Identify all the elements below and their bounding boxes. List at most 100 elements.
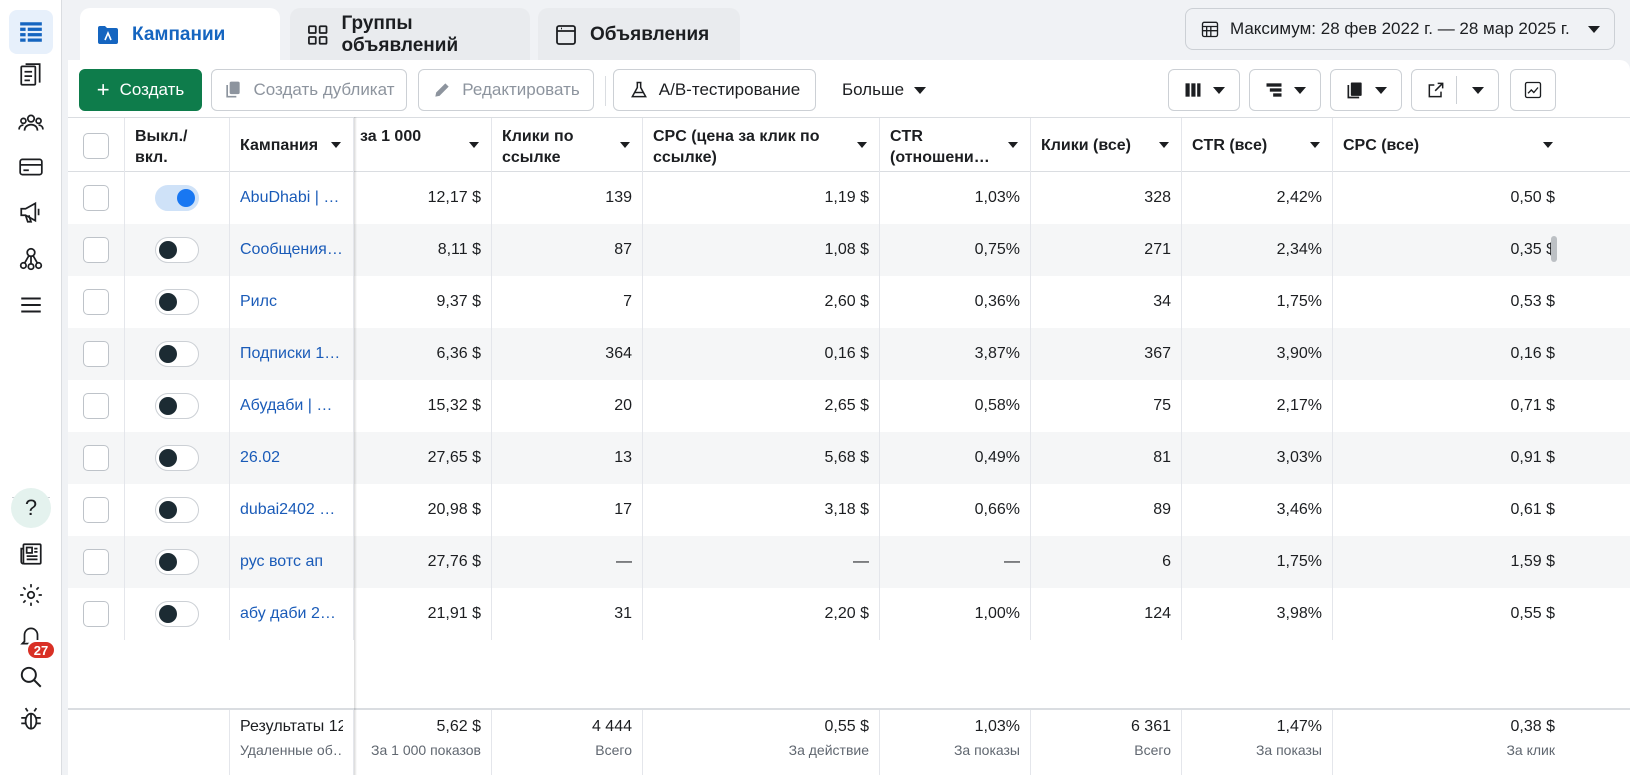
breakdown-icon	[1266, 83, 1282, 97]
create-button[interactable]: + Создать	[79, 69, 202, 111]
breakdown-button[interactable]	[1249, 69, 1321, 111]
campaign-link[interactable]: Абудаби | D…	[240, 397, 343, 414]
toggle-knob	[177, 189, 195, 207]
campaign-toggle[interactable]	[155, 237, 199, 263]
reports-icon	[1347, 82, 1362, 99]
campaign-link[interactable]: абу даби 2…	[240, 605, 336, 622]
sort-icon	[857, 142, 867, 148]
ab-test-button[interactable]: A/B-тестирование	[613, 69, 816, 111]
toggle-header[interactable]: Выкл./ вкл.	[125, 118, 230, 173]
network-icon[interactable]	[9, 237, 53, 281]
toggle-knob	[159, 605, 177, 623]
table-row[interactable]: 26.02 27,65 $13 5,68 $0,49% 81 3,03% 0,91 $	[68, 432, 1630, 484]
footer-spacer	[68, 710, 230, 775]
row-checkbox[interactable]	[83, 445, 109, 471]
link-clicks-header[interactable]: Клики по ссылке	[492, 118, 643, 173]
row-checkbox[interactable]	[83, 289, 109, 315]
campaign-toggle[interactable]	[155, 393, 199, 419]
pages-icon[interactable]	[9, 53, 53, 97]
campaign-link[interactable]: Подписки 1…	[240, 345, 341, 362]
select-all-checkbox[interactable]	[83, 132, 109, 159]
vertical-scrollbar[interactable]	[1551, 236, 1557, 262]
cpc-all-header[interactable]: CPC (все)	[1333, 118, 1565, 173]
campaign-link[interactable]: 26.02	[240, 449, 281, 466]
campaign-toggle[interactable]	[155, 549, 199, 575]
campaign-link[interactable]: Сообщения…	[240, 241, 343, 258]
table-row[interactable]: dubai2402 … 20,98 $17 3,18 $0,66% 89 3,46% 0,…	[68, 484, 1630, 536]
footer-results: Результаты 12 Удаленные об…	[230, 710, 354, 775]
edit-button[interactable]: Редактировать	[418, 69, 594, 111]
row-select-cell	[68, 224, 125, 276]
campaign-toggle[interactable]	[155, 341, 199, 367]
megaphone-icon[interactable]	[9, 190, 53, 234]
chevron-down-icon	[1472, 87, 1484, 94]
table-row[interactable]: абу даби 2… 21,91 $31 2,20 $1,00% 124 3,98% 0…	[68, 588, 1630, 640]
campaign-link[interactable]: рус вотс ап	[240, 553, 324, 570]
audience-icon[interactable]	[9, 101, 53, 145]
help-icon[interactable]: ?	[11, 488, 51, 528]
bug-icon[interactable]	[9, 697, 53, 741]
campaign-name-cell: 26.02	[230, 432, 354, 484]
link-clicks-cell: 31	[492, 588, 643, 640]
campaign-toggle[interactable]	[155, 601, 199, 627]
tab-campaigns[interactable]: Кампании	[80, 8, 280, 62]
sort-icon	[331, 142, 341, 148]
clicks-all-header[interactable]: Клики (все)	[1031, 118, 1182, 173]
footer-sub: За действие	[788, 742, 869, 758]
billing-icon[interactable]	[9, 145, 53, 189]
cpc-link-cell: 1,08 $	[643, 224, 880, 276]
table-row[interactable]: Подписки 1… 6,36 $364 0,16 $3,87% 367 3,90% 0…	[68, 328, 1630, 380]
row-checkbox[interactable]	[83, 237, 109, 263]
row-checkbox[interactable]	[83, 341, 109, 367]
tab-ads[interactable]: Объявления	[538, 8, 740, 62]
columns-button[interactable]	[1168, 69, 1240, 111]
table-icon[interactable]	[9, 10, 53, 54]
campaign-toggle[interactable]	[155, 445, 199, 471]
clicks-all-cell: 328	[1031, 172, 1182, 224]
header-label: CTR (отношени…	[890, 128, 990, 166]
charts-button[interactable]	[1510, 69, 1556, 111]
row-checkbox[interactable]	[83, 549, 109, 575]
more-button[interactable]: Больше	[830, 69, 938, 111]
campaign-link[interactable]: dubai2402 …	[240, 501, 336, 518]
reports-button[interactable]	[1330, 69, 1402, 111]
footer-sub: Всего	[595, 742, 632, 758]
columns-icon	[1185, 83, 1201, 97]
row-checkbox[interactable]	[83, 601, 109, 627]
tab-ad-sets[interactable]: Группы объявлений	[290, 8, 530, 62]
clicks-all-cell: 34	[1031, 276, 1182, 328]
campaign-toggle[interactable]	[155, 289, 199, 315]
row-checkbox[interactable]	[83, 393, 109, 419]
toggle-knob	[159, 501, 177, 519]
toggle-knob	[159, 293, 177, 311]
search-icon[interactable]	[9, 655, 53, 699]
row-checkbox[interactable]	[83, 185, 109, 211]
table-row[interactable]: рус вотс ап 27,76 $ — — —6 1,75% 1,59 $	[68, 536, 1630, 588]
duplicate-button[interactable]: Создать дубликат	[211, 69, 407, 111]
campaign-header[interactable]: Кампания	[230, 118, 354, 173]
export-button[interactable]	[1411, 69, 1499, 111]
cpm-header[interactable]: за 1 000	[354, 118, 492, 173]
clicks-all-cell: 6	[1031, 536, 1182, 588]
date-range-picker[interactable]: Максимум: 28 фев 2022 г. — 28 мар 2025 г…	[1185, 8, 1615, 50]
campaign-toggle[interactable]	[155, 185, 199, 211]
link-clicks-cell: 139	[492, 172, 643, 224]
campaign-link[interactable]: Рилс	[240, 293, 277, 310]
table-row[interactable]: Рилс 9,37 $7 2,60 $0,36% 34 1,75% 0,53 $	[68, 276, 1630, 328]
row-checkbox[interactable]	[83, 497, 109, 523]
plus-icon: +	[96, 77, 110, 102]
table-row[interactable]: Сообщения… 8,11 $87 1,08 $0,75% 271 2,34% 0,3…	[68, 224, 1630, 276]
cpc-link-header[interactable]: CPC (цена за клик по ссылке)	[643, 118, 880, 173]
menu-icon[interactable]	[9, 283, 53, 327]
table-row[interactable]: Абудаби | D… 15,32 $20 2,65 $0,58% 75 2,17% 0…	[68, 380, 1630, 432]
cpc-all-cell: 0,91 $	[1510, 449, 1555, 466]
ctr-link-header[interactable]: CTR (отношени…	[880, 118, 1031, 173]
campaign-toggle[interactable]	[155, 497, 199, 523]
ctr-all-header[interactable]: CTR (все)	[1182, 118, 1333, 173]
news-icon[interactable]	[9, 532, 53, 576]
chevron-down-icon	[914, 86, 927, 94]
settings-icon[interactable]	[9, 573, 53, 617]
campaign-link[interactable]: AbuDhabi | …	[240, 189, 340, 206]
table-row[interactable]: AbuDhabi | … 12,17 $139 1,19 $1,03% 328 2,42…	[68, 172, 1630, 224]
footer-value: 1,03%	[974, 718, 1020, 735]
